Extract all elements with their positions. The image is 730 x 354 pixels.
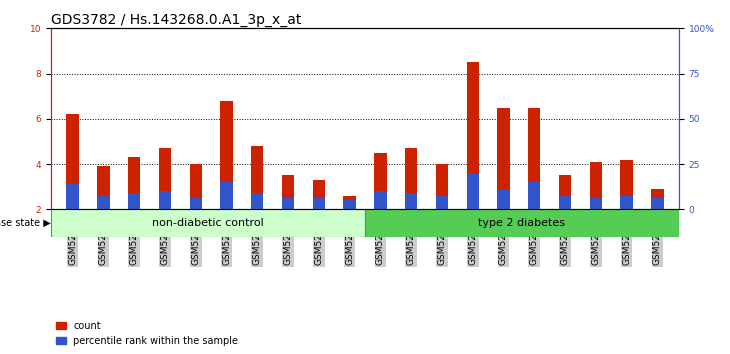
Bar bbox=[159, 148, 171, 209]
Bar bbox=[590, 198, 602, 209]
Bar bbox=[66, 184, 79, 209]
Bar bbox=[159, 191, 171, 209]
Bar bbox=[190, 164, 202, 209]
Bar bbox=[51, 209, 365, 237]
Bar bbox=[374, 153, 387, 209]
Bar bbox=[559, 175, 571, 209]
Bar bbox=[528, 108, 540, 209]
Bar bbox=[590, 162, 602, 209]
Bar bbox=[190, 198, 202, 209]
Bar bbox=[220, 182, 233, 209]
Bar bbox=[497, 189, 510, 209]
Bar bbox=[220, 101, 233, 209]
Bar bbox=[651, 189, 664, 209]
Bar bbox=[651, 198, 664, 209]
Bar bbox=[251, 146, 264, 209]
Bar bbox=[251, 194, 264, 209]
Bar bbox=[128, 194, 140, 209]
Bar bbox=[405, 148, 418, 209]
Bar bbox=[343, 196, 356, 209]
Bar bbox=[436, 164, 448, 209]
Bar bbox=[528, 182, 540, 209]
Bar bbox=[620, 160, 633, 209]
Bar bbox=[312, 198, 325, 209]
Bar bbox=[97, 166, 110, 209]
Bar bbox=[374, 191, 387, 209]
Text: type 2 diabetes: type 2 diabetes bbox=[478, 218, 566, 228]
Text: GDS3782 / Hs.143268.0.A1_3p_x_at: GDS3782 / Hs.143268.0.A1_3p_x_at bbox=[51, 13, 301, 27]
Bar bbox=[436, 196, 448, 209]
Bar bbox=[497, 108, 510, 209]
Text: disease state ▶: disease state ▶ bbox=[0, 218, 50, 228]
Bar bbox=[343, 200, 356, 209]
Bar bbox=[365, 209, 679, 237]
Bar bbox=[282, 198, 294, 209]
Bar bbox=[66, 114, 79, 209]
Bar bbox=[620, 196, 633, 209]
Bar bbox=[282, 175, 294, 209]
Bar bbox=[405, 194, 418, 209]
Bar bbox=[128, 157, 140, 209]
Bar bbox=[97, 196, 110, 209]
Bar bbox=[466, 173, 479, 209]
Bar bbox=[466, 62, 479, 209]
Bar bbox=[559, 196, 571, 209]
Legend: count, percentile rank within the sample: count, percentile rank within the sample bbox=[56, 321, 239, 346]
Text: non-diabetic control: non-diabetic control bbox=[152, 218, 264, 228]
Bar bbox=[312, 180, 325, 209]
